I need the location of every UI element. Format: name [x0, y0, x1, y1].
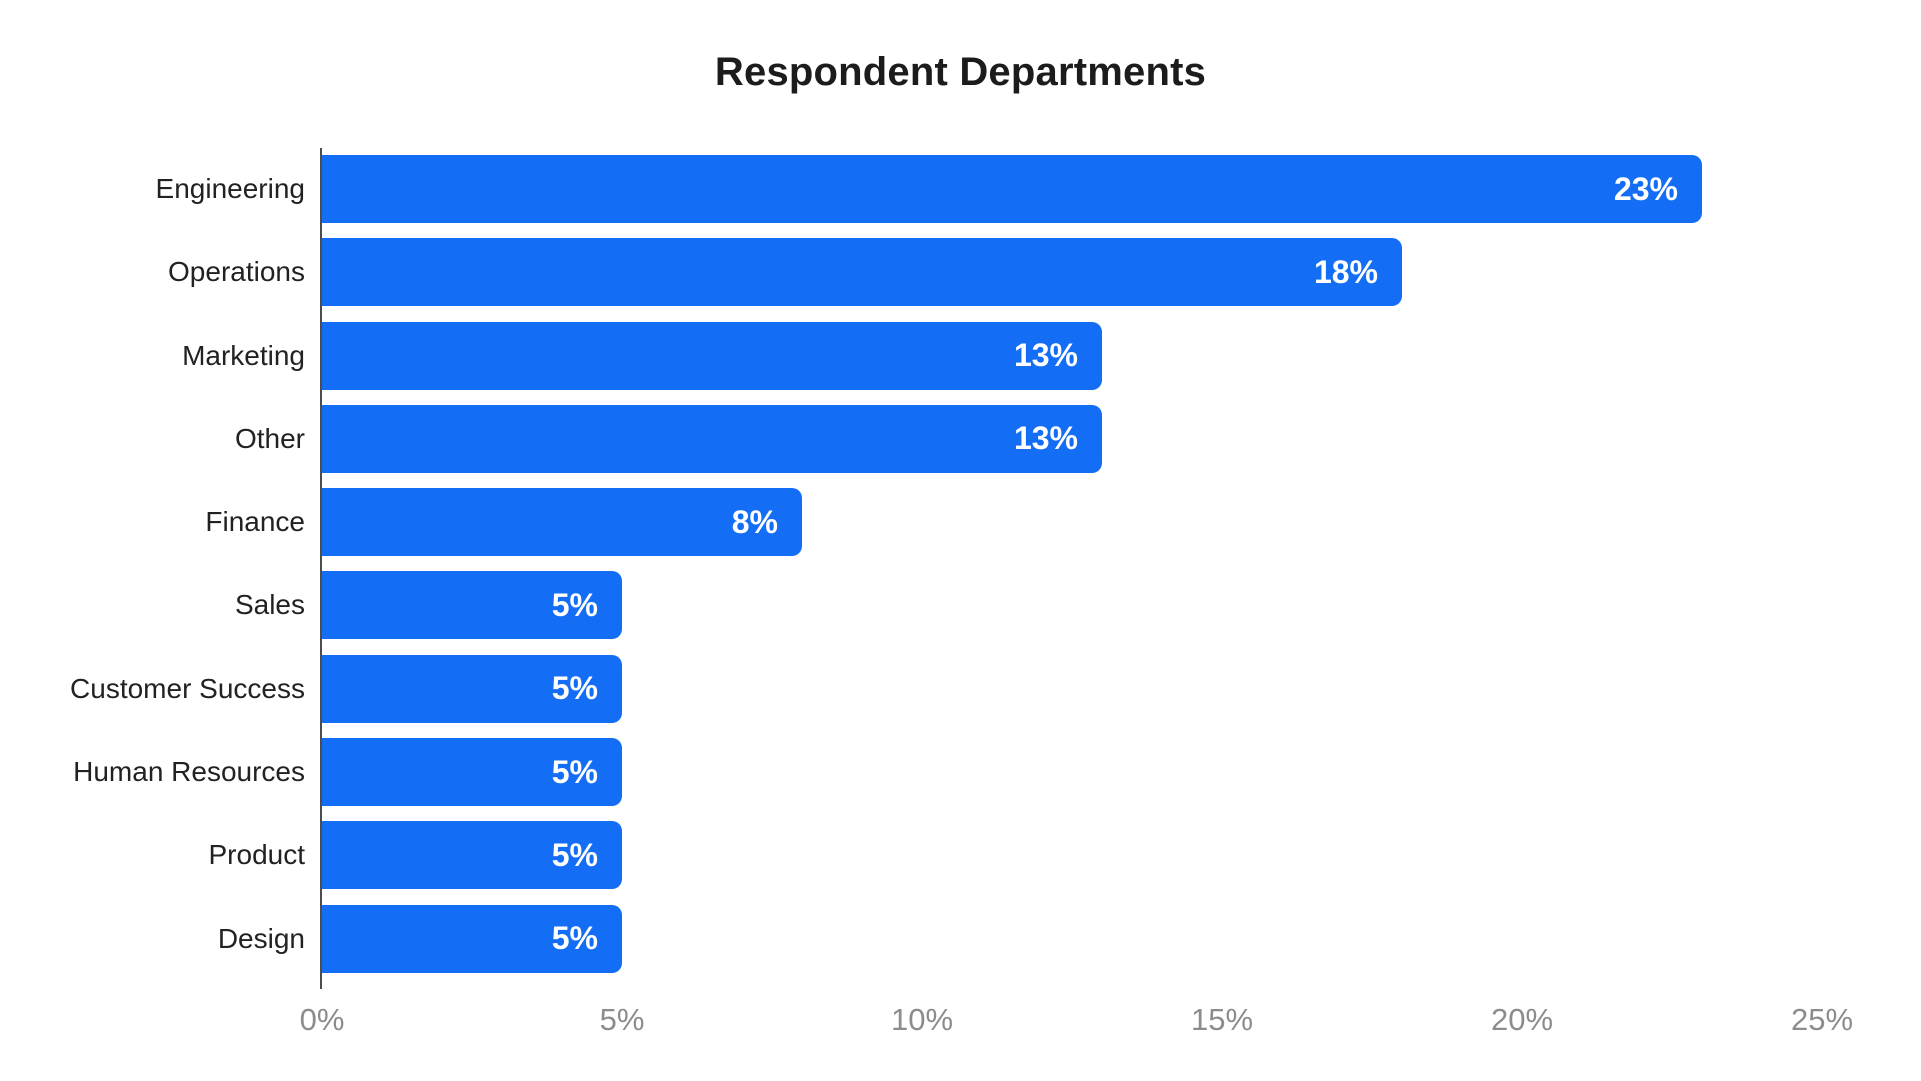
bar-other: 13% — [322, 404, 1102, 473]
bar-track: 5% — [322, 654, 1822, 723]
chart-row: Product 5% — [0, 821, 1822, 890]
x-tick-label: 0% — [299, 1002, 345, 1037]
bar-value-label: 8% — [731, 503, 778, 540]
bar-track: 5% — [322, 904, 1822, 973]
chart-row: Finance 8% — [0, 488, 1822, 557]
bar-value-label: 13% — [1013, 337, 1078, 374]
chart-title: Respondent Departments — [714, 50, 1207, 94]
chart-row: Engineering 23% — [0, 155, 1822, 223]
bar-value-label: 5% — [551, 586, 598, 623]
x-tick-label: 10% — [890, 1002, 954, 1037]
bar-design: 5% — [322, 904, 622, 973]
bar-track: 5% — [322, 821, 1822, 890]
bar-human-resources: 5% — [322, 738, 622, 807]
chart-row: Sales 5% — [0, 571, 1822, 640]
category-label-operations: Operations — [168, 256, 305, 288]
category-label-marketing: Marketing — [182, 339, 305, 371]
bar-track: 13% — [322, 404, 1822, 473]
chart-row: Marketing 13% — [0, 321, 1822, 390]
chart-row: Human Resources 5% — [0, 738, 1822, 807]
bar-value-label: 5% — [551, 920, 598, 957]
category-label-engineering: Engineering — [155, 173, 305, 204]
bar-value-label: 13% — [1013, 420, 1078, 457]
bar-value-label: 5% — [551, 670, 598, 707]
bar-value-label: 5% — [551, 753, 598, 790]
category-label-customer-success: Customer Success — [70, 672, 305, 704]
category-label-sales: Sales — [234, 589, 305, 621]
y-axis-line — [320, 148, 322, 989]
bar-track: 5% — [322, 738, 1822, 807]
bar-value-label: 5% — [551, 836, 598, 873]
category-label-human-resources: Human Resources — [73, 756, 305, 788]
bar-track: 5% — [322, 571, 1822, 640]
bar-value-label: 18% — [1313, 253, 1378, 290]
bar-product: 5% — [322, 821, 622, 890]
bar-finance: 8% — [322, 488, 802, 557]
bar-rows: Engineering 23% Operations 18% Marketing 13% O… — [0, 155, 1822, 973]
bar-track: 18% — [322, 238, 1822, 307]
bar-sales: 5% — [322, 571, 622, 640]
chart-row: Design 5% — [0, 904, 1822, 973]
bar-marketing: 13% — [322, 321, 1102, 390]
x-tick-label: 25% — [1790, 1002, 1854, 1037]
category-label-finance: Finance — [205, 506, 305, 538]
bar-customer-success: 5% — [322, 654, 622, 723]
bar-operations: 18% — [322, 238, 1402, 307]
category-label-product: Product — [208, 839, 306, 871]
bar-track: 23% — [322, 155, 1822, 223]
chart-row: Customer Success 5% — [0, 654, 1822, 723]
bar-track: 8% — [322, 488, 1822, 557]
bar-engineering: 23% — [322, 155, 1702, 223]
category-label-design: Design — [217, 922, 305, 954]
x-axis-tick-labels: 0% 5% 10% 15% 20% 25% — [0, 1002, 1921, 1052]
chart-row: Operations 18% — [0, 238, 1822, 307]
bar-value-label: 23% — [1613, 170, 1678, 207]
chart-row: Other 13% — [0, 404, 1822, 473]
category-label-other: Other — [234, 422, 305, 454]
x-tick-label: 5% — [599, 1002, 645, 1037]
x-tick-label: 20% — [1490, 1002, 1554, 1037]
bar-track: 13% — [322, 321, 1822, 390]
x-tick-label: 15% — [1190, 1002, 1254, 1037]
